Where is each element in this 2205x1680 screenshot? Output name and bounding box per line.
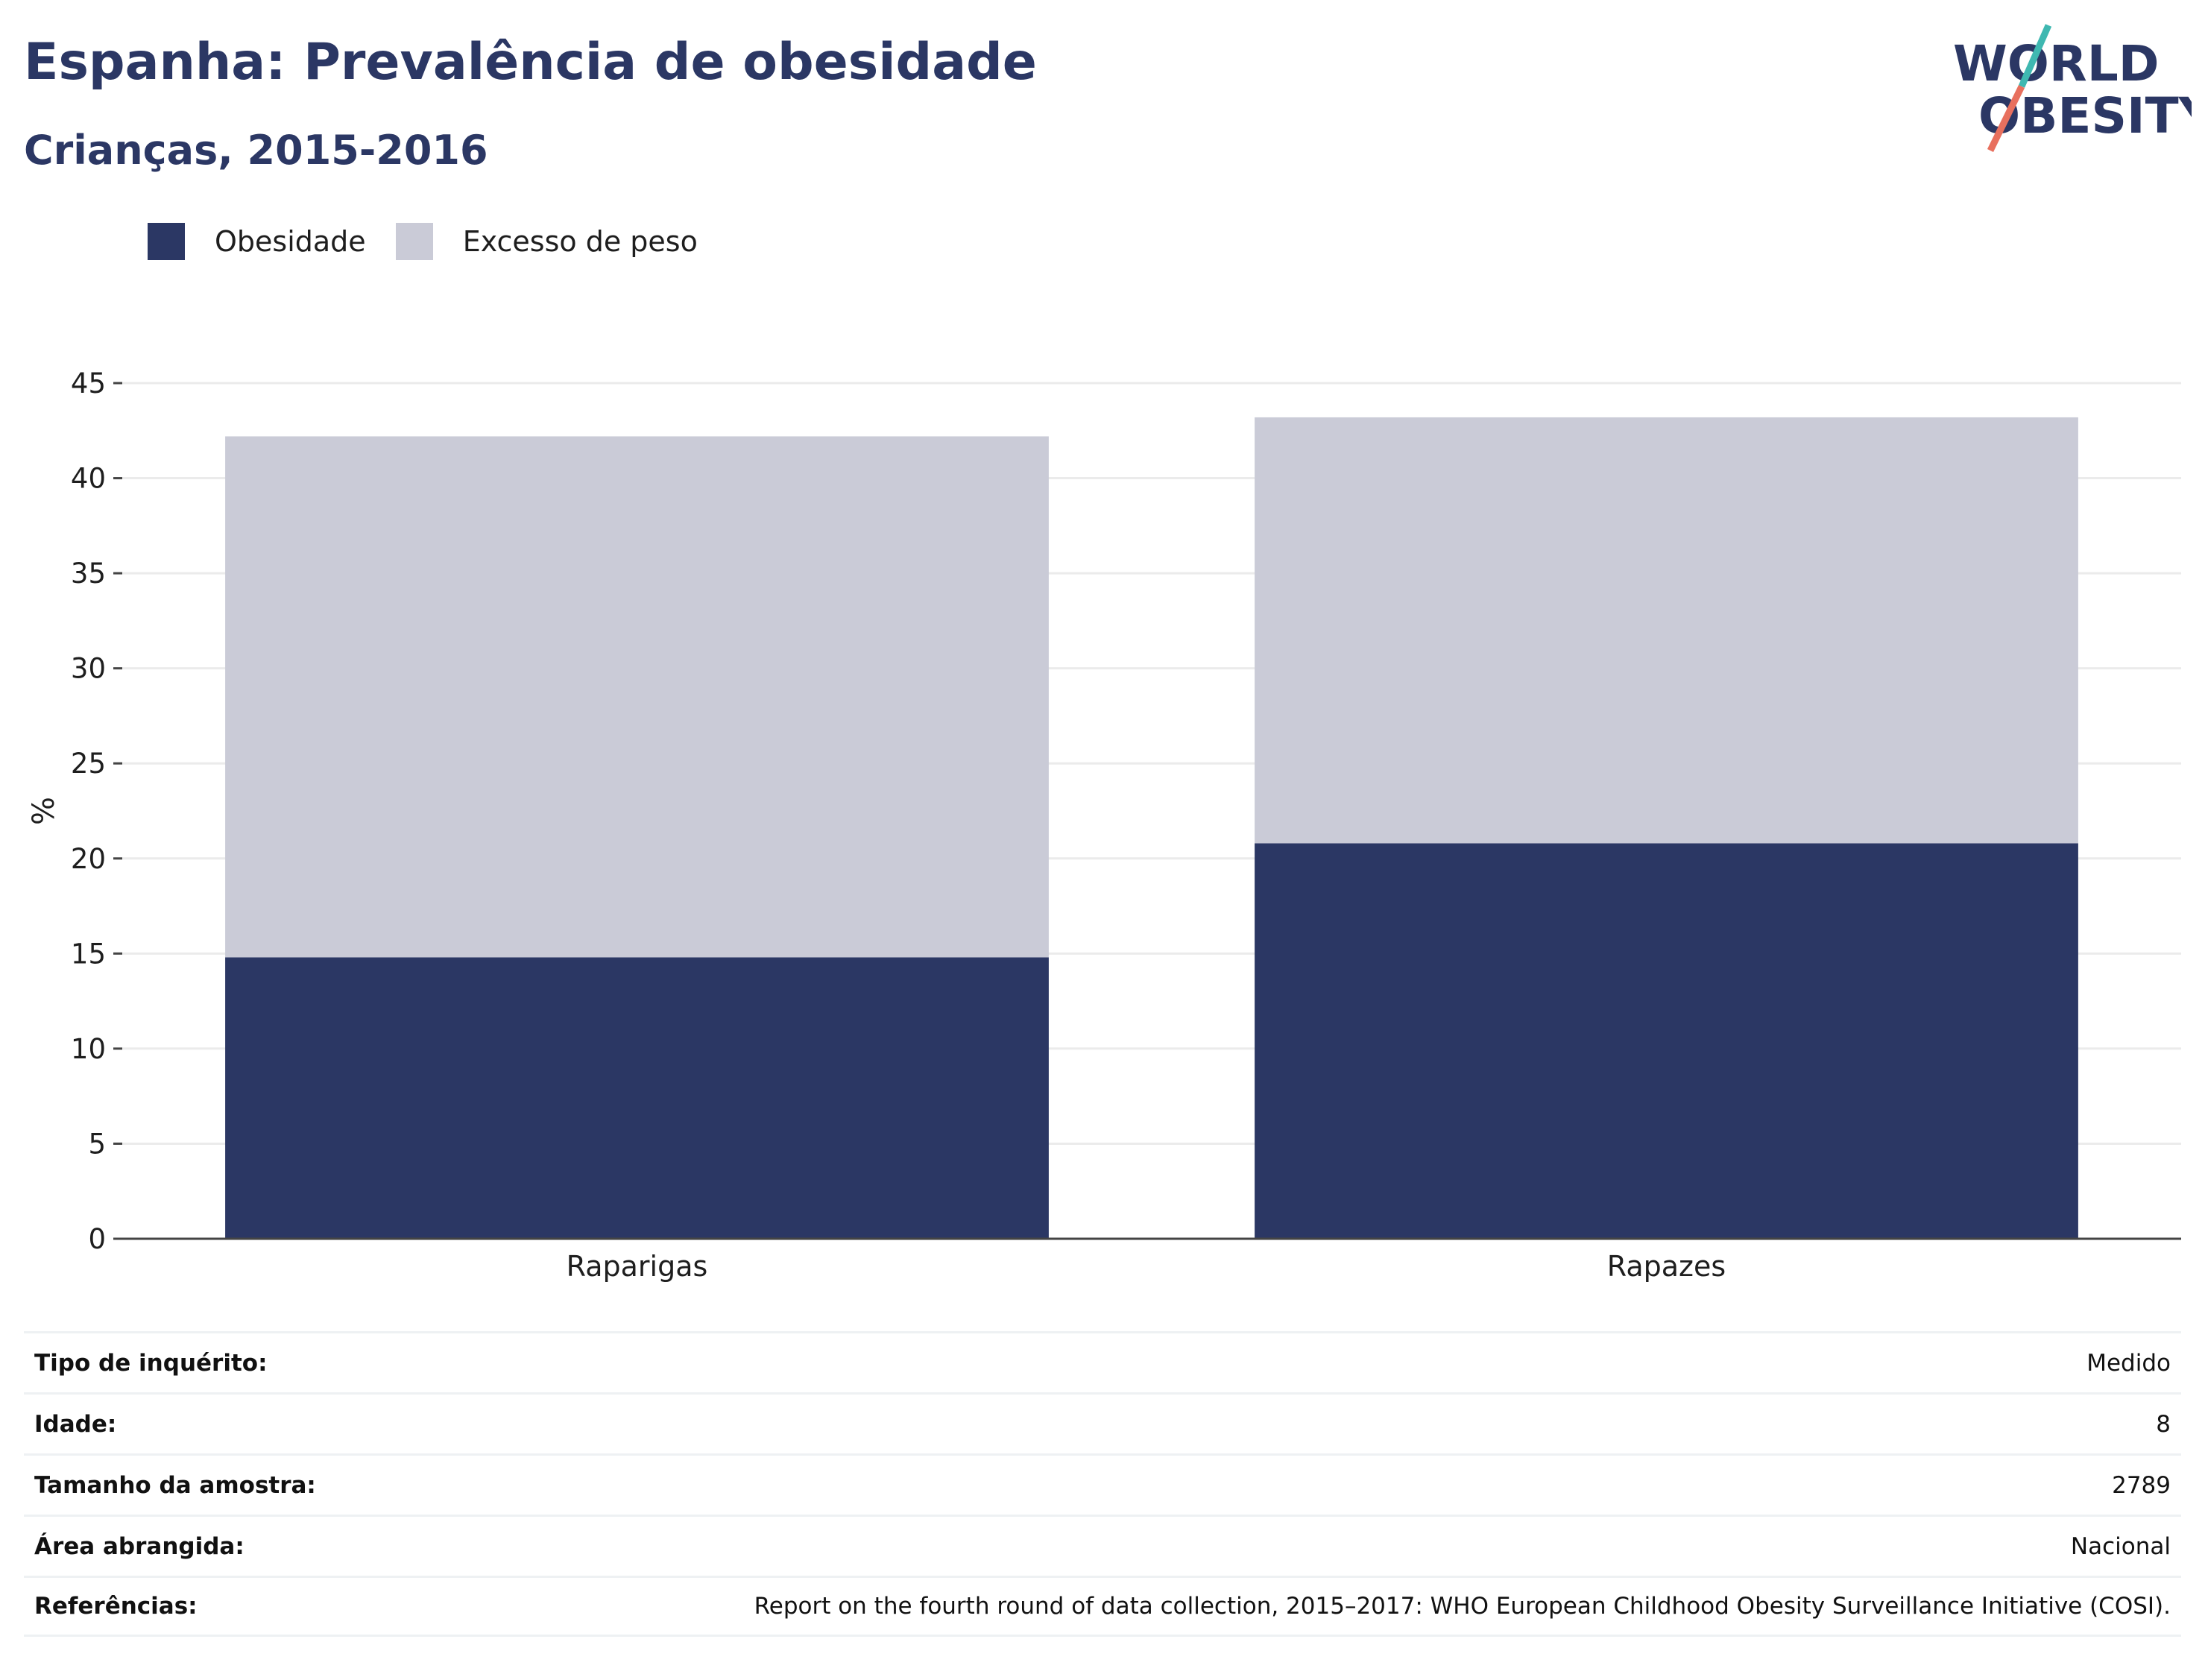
info-row-sample-size: Tamanho da amostra: 2789 (24, 1453, 2181, 1515)
y-tick-label: 30 (71, 653, 106, 685)
y-tick-label: 20 (71, 843, 106, 875)
y-tick-label: 5 (88, 1128, 106, 1160)
info-value: 2789 (2112, 1471, 2171, 1499)
bar-obesity-rapazes (1255, 843, 2078, 1239)
y-tick-label: 0 (88, 1223, 106, 1255)
info-row-age: Idade: 8 (24, 1392, 2181, 1453)
y-axis-label: % (27, 797, 61, 825)
legend-label-obesity: Obesidade (215, 225, 366, 258)
y-tick-label: 45 (71, 367, 106, 400)
logo-slash-teal (2018, 24, 2052, 88)
y-tick-label: 25 (71, 748, 106, 780)
logo-text-world: WORLD (1953, 35, 2160, 92)
x-tick-label: Raparigas (567, 1250, 708, 1283)
info-value: Medido (2086, 1349, 2171, 1377)
info-row-survey-type: Tipo de inquérito: Medido (24, 1331, 2181, 1392)
page-title: Espanha: Prevalência de obesidade (24, 33, 1037, 92)
legend-item-obesity: Obesidade (148, 223, 366, 260)
info-value: 8 (2156, 1410, 2171, 1438)
y-tick-label: 10 (71, 1033, 106, 1065)
chart-legend: Obesidade Excesso de peso (148, 221, 728, 262)
info-label: Tamanho da amostra: (34, 1471, 316, 1499)
legend-swatch-obesity (148, 223, 185, 260)
bar-obesity-raparigas (225, 957, 1049, 1239)
info-label: Idade: (34, 1410, 117, 1438)
bar-overweight-rapazes (1255, 417, 2078, 844)
info-label: Tipo de inquérito: (34, 1349, 268, 1377)
y-tick-label: 15 (71, 938, 106, 970)
y-tick-label: 40 (71, 463, 106, 495)
x-tick-label: Rapazes (1607, 1250, 1726, 1283)
page-subtitle: Crianças, 2015-2016 (24, 127, 488, 174)
legend-swatch-overweight (395, 223, 433, 260)
stacked-bar-chart: 0 5 10 15 20 25 30 35 40 45% Raparigas Rapazes (27, 367, 2181, 1283)
info-value: Report on the fourth round of data colle… (754, 1593, 2171, 1620)
info-row-references: Referências: Report on the fourth round … (24, 1576, 2181, 1637)
info-row-area: Área abrangida: Nacional (24, 1515, 2181, 1576)
legend-item-overweight: Excesso de peso (395, 223, 698, 260)
info-value: Nacional (2070, 1532, 2171, 1560)
bar-overweight-raparigas (225, 436, 1049, 958)
world-obesity-logo: WORLD OBESITY (1953, 24, 2192, 152)
info-label: Referências: (34, 1593, 198, 1620)
legend-label-overweight: Excesso de peso (462, 225, 698, 258)
logo-slash-coral (1987, 85, 2025, 152)
y-tick-label: 35 (71, 558, 106, 590)
survey-info-table: Tipo de inquérito: Medido Idade: 8 Taman… (24, 1331, 2181, 1637)
info-label: Área abrangida: (34, 1532, 245, 1560)
